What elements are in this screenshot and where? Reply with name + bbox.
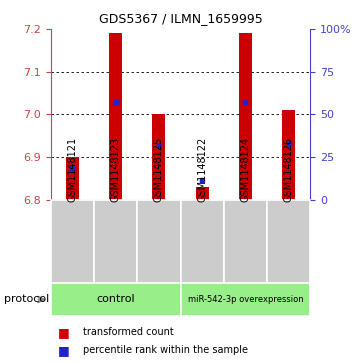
Bar — [224, 200, 267, 283]
Bar — [137, 200, 180, 283]
Text: ■: ■ — [58, 344, 70, 357]
Bar — [180, 283, 310, 316]
Text: protocol: protocol — [4, 294, 49, 305]
Title: GDS5367 / ILMN_1659995: GDS5367 / ILMN_1659995 — [99, 12, 262, 25]
Bar — [109, 33, 122, 200]
Bar — [282, 110, 295, 200]
Text: GSM1148123: GSM1148123 — [110, 137, 121, 202]
Text: control: control — [96, 294, 135, 305]
Text: percentile rank within the sample: percentile rank within the sample — [83, 345, 248, 355]
Text: miR-542-3p overexpression: miR-542-3p overexpression — [188, 295, 303, 304]
Text: GSM1148126: GSM1148126 — [284, 137, 294, 202]
Bar — [66, 157, 79, 200]
Text: GSM1148124: GSM1148124 — [240, 137, 251, 202]
Bar — [239, 33, 252, 200]
Bar — [180, 200, 224, 283]
Text: ■: ■ — [58, 326, 70, 339]
Text: GSM1148125: GSM1148125 — [154, 137, 164, 202]
Bar — [51, 200, 94, 283]
Bar — [51, 283, 180, 316]
Text: transformed count: transformed count — [83, 327, 174, 337]
Bar — [94, 200, 137, 283]
Bar — [267, 200, 310, 283]
Text: GSM1148121: GSM1148121 — [67, 137, 77, 202]
Text: GSM1148122: GSM1148122 — [197, 137, 207, 202]
Bar — [196, 187, 209, 200]
Bar — [152, 114, 165, 200]
